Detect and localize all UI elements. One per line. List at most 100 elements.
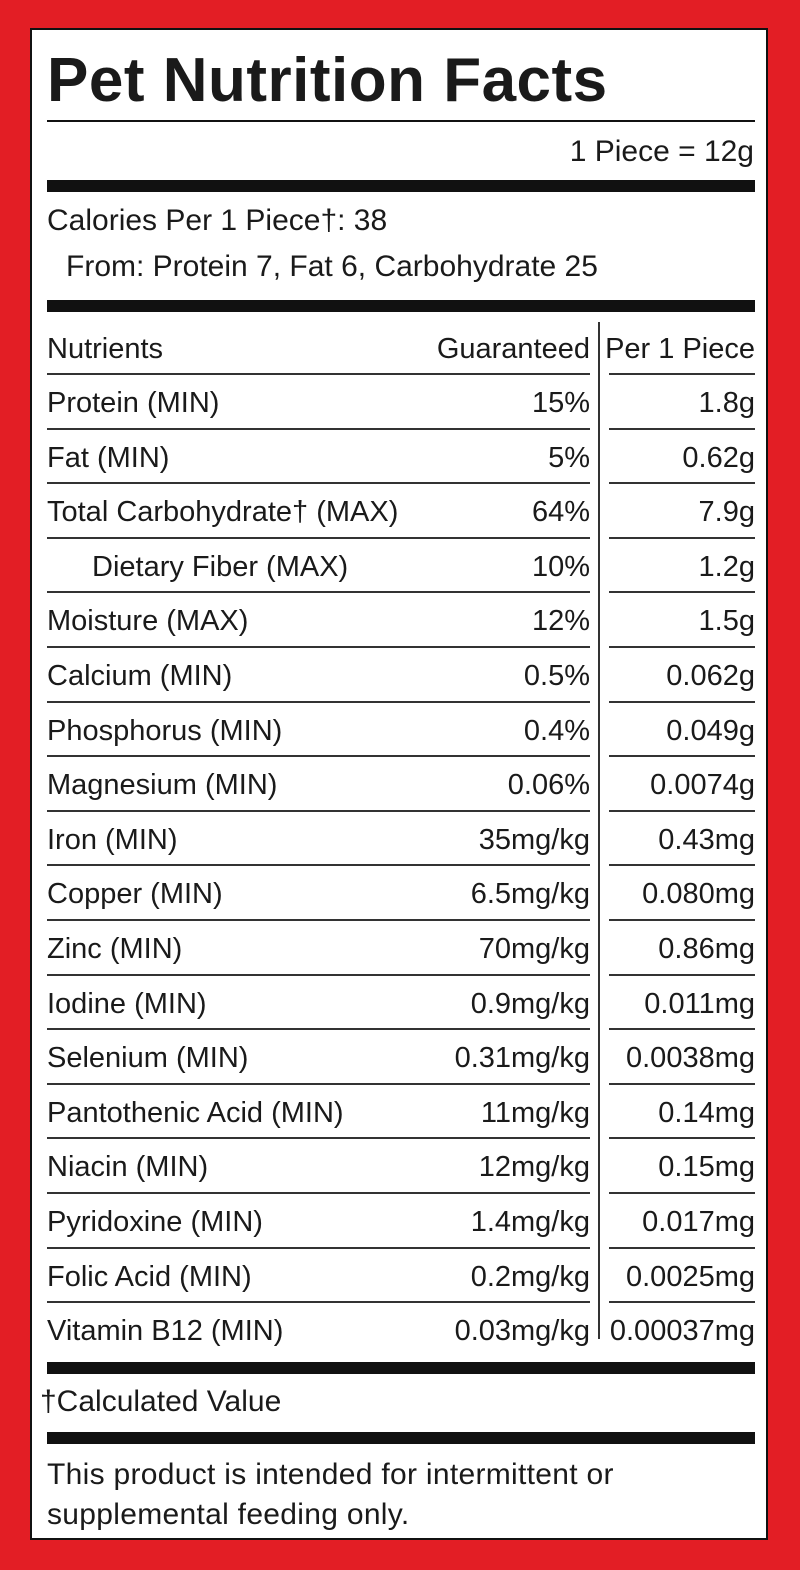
calories: Calories Per 1 Piece†: 38: [47, 204, 388, 237]
per-piece-value: Per 1 Piece: [605, 333, 755, 365]
row-line: [609, 1028, 755, 1031]
guaranteed-value: 0.9mg/kg: [470, 987, 590, 1020]
nutrient-name: Selenium (MIN): [47, 1042, 249, 1075]
row-line: [609, 1192, 755, 1194]
row-line: [609, 646, 755, 648]
footnote: †Calculated Value: [40, 1385, 282, 1418]
feeding-note: This product is intended for intermitten…: [47, 1458, 614, 1531]
row-line: [609, 809, 755, 812]
nutrient-name: Niacin (MIN): [47, 1151, 209, 1184]
thick-divider: [47, 180, 755, 192]
per-piece-value: 0.011mg: [644, 987, 755, 1020]
per-piece-value: 0.062g: [666, 660, 755, 692]
nutrient-name: Pantothenic Acid (MIN): [47, 1096, 344, 1129]
row-line: [47, 1137, 590, 1140]
per-piece-value: 0.15mg: [658, 1151, 755, 1184]
guaranteed-value: 64%: [531, 496, 590, 529]
per-piece-value: 0.049g: [666, 714, 755, 747]
row-line: [609, 482, 755, 485]
guaranteed-value: Guaranteed: [436, 333, 590, 365]
nutrient-name: Magnesium (MIN): [47, 769, 278, 802]
row-line: [47, 482, 590, 485]
nutrition-label: Pet Nutrition Facts 1 Piece = 12g Calori…: [30, 28, 768, 1540]
row-line: [47, 864, 590, 867]
nutrient-name: Vitamin B12 (MIN): [47, 1315, 284, 1348]
row-line: [47, 427, 590, 430]
row-line: [47, 1301, 590, 1304]
thick-divider: [47, 300, 755, 312]
guaranteed-value: 12%: [531, 605, 590, 638]
nutrient-name: Total Carbohydrate† (MAX): [47, 496, 399, 529]
thick-divider: [47, 1362, 755, 1374]
row-line: [609, 700, 755, 703]
row-line: [47, 373, 590, 375]
row-line: [47, 809, 590, 812]
nutrient-name: Zinc (MIN): [47, 933, 183, 965]
per-piece-value: 0.00037mg: [609, 1315, 755, 1348]
per-piece-value: 0.86mg: [658, 933, 755, 965]
row-line: [609, 1246, 755, 1249]
divider: [47, 120, 755, 122]
serving-size: 1 Piece = 12g: [569, 135, 754, 168]
column-divider: [598, 322, 600, 1339]
guaranteed-value: 35mg/kg: [478, 823, 590, 856]
per-piece-value: 1.5g: [698, 605, 755, 638]
guaranteed-value: 0.31mg/kg: [454, 1042, 590, 1075]
row-line: [609, 755, 755, 758]
guaranteed-value: 0.03mg/kg: [454, 1315, 590, 1348]
nutrient-name: Phosphorus (MIN): [47, 714, 283, 747]
guaranteed-value: 0.4%: [523, 714, 590, 747]
per-piece-value: 0.43mg: [658, 823, 755, 856]
row-line: [47, 536, 590, 539]
nutrient-name: Folic Acid (MIN): [47, 1260, 252, 1293]
row-line: [47, 591, 590, 594]
per-piece-value: 0.62g: [682, 441, 755, 474]
thick-divider: [47, 1432, 755, 1444]
row-line: [47, 700, 590, 703]
per-piece-value: 0.0074g: [650, 769, 755, 802]
row-line: [47, 755, 590, 758]
row-line: [47, 646, 590, 648]
per-piece-value: 0.0038mg: [626, 1042, 755, 1075]
nutrient-name: Copper (MIN): [47, 878, 223, 911]
row-line: [609, 1137, 755, 1140]
per-piece-value: 0.080mg: [642, 878, 755, 911]
row-line: [609, 1301, 755, 1304]
row-line: [609, 919, 755, 921]
title: Pet Nutrition Facts: [47, 46, 608, 115]
nutrient-name: Nutrients: [47, 333, 164, 365]
row-line: [609, 536, 755, 539]
row-line: [609, 427, 755, 430]
row-line: [47, 973, 590, 976]
nutrient-name: Protein (MIN): [47, 387, 220, 419]
calories-from: From: Protein 7, Fat 6, Carbohydrate 25: [66, 250, 598, 283]
row-line: [609, 864, 755, 867]
row-line: [609, 591, 755, 594]
guaranteed-value: 1.4mg/kg: [470, 1206, 590, 1238]
guaranteed-value: 5%: [548, 441, 590, 474]
per-piece-value: 1.8g: [698, 387, 755, 419]
row-line: [609, 373, 755, 375]
row-line: [47, 1192, 590, 1194]
per-piece-value: 7.9g: [698, 496, 755, 529]
row-line: [47, 919, 590, 921]
guaranteed-value: 10%: [531, 550, 590, 583]
row-line: [47, 1082, 590, 1085]
row-line: [609, 1082, 755, 1085]
nutrient-name: Iron (MIN): [47, 823, 178, 856]
guaranteed-value: 15%: [531, 387, 590, 419]
per-piece-value: 0.14mg: [658, 1096, 755, 1129]
row-line: [47, 1246, 590, 1249]
nutrient-name: Dietary Fiber (MAX): [92, 550, 349, 583]
nutrient-name: Fat (MIN): [47, 441, 170, 474]
guaranteed-value: 0.06%: [507, 769, 590, 802]
per-piece-value: 0.017mg: [642, 1206, 755, 1238]
row-line: [609, 973, 755, 976]
nutrient-name: Moisture (MAX): [47, 605, 249, 638]
guaranteed-value: 70mg/kg: [478, 933, 590, 965]
guaranteed-value: 12mg/kg: [478, 1151, 590, 1184]
guaranteed-value: 0.5%: [523, 660, 590, 692]
per-piece-value: 0.0025mg: [626, 1260, 755, 1293]
guaranteed-value: 11mg/kg: [480, 1096, 590, 1129]
